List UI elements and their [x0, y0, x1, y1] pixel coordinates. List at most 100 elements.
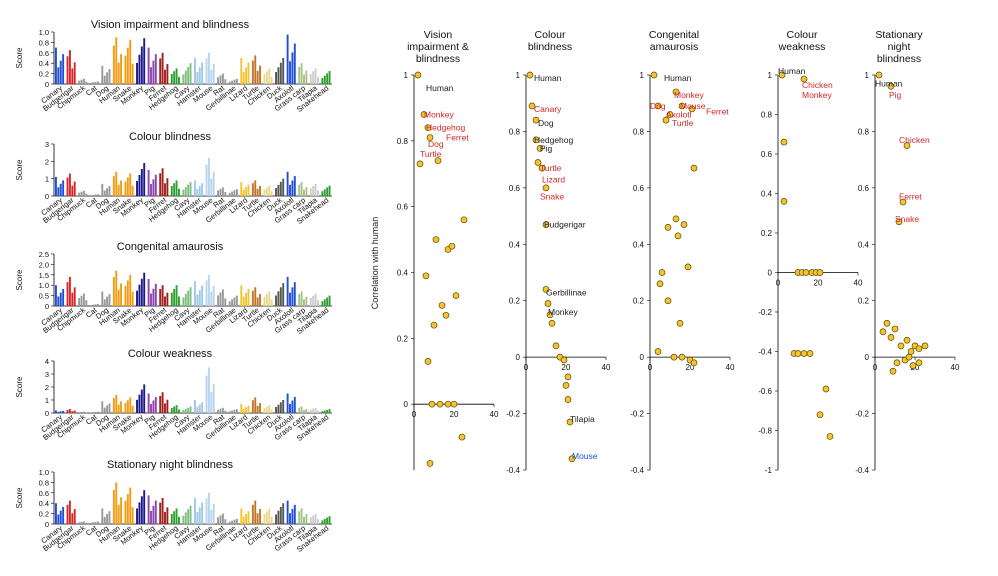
bar-grass-carp [303, 516, 305, 524]
bar-cavy [182, 189, 185, 196]
bar-canary [62, 506, 65, 524]
bar-monkey [143, 272, 146, 306]
bar-duck [277, 404, 280, 413]
bar-cavy [187, 290, 190, 306]
bar-turtle [251, 504, 254, 524]
bar-cat [96, 81, 99, 84]
bar-pig [152, 288, 155, 306]
bar-cat [89, 305, 92, 306]
scatter-point [422, 272, 430, 280]
bar-panel-title: Congenital amaurosis [117, 241, 224, 253]
bar-human [112, 277, 115, 306]
point-label-chicken: Chicken [899, 135, 930, 145]
scatter-point [460, 216, 468, 224]
bar-dog [101, 401, 104, 413]
bar-snake [126, 400, 129, 413]
bar-snakehead [321, 78, 324, 84]
scatter-panel-title: Colour blindness [528, 29, 572, 53]
scatter-panel-congenital-amaurosis: Congenital amaurosis -0.4 -0.2 0 0.2 0.4 0.6 0.8… [630, 29, 735, 475]
bar-cavy [189, 182, 192, 196]
bar-grass-carp [305, 514, 308, 524]
bar-chipmuck [85, 522, 88, 524]
bar-duck [282, 283, 285, 306]
bar-pig [154, 283, 157, 306]
scatter-y-tick-label: 0.2 [633, 297, 645, 306]
bar-pig [152, 60, 155, 84]
bar-cat [89, 82, 92, 84]
bar-mouse [205, 498, 208, 524]
bar-tilapia [314, 407, 317, 413]
bar-mouse [212, 383, 215, 413]
bar-tilapia [317, 190, 319, 196]
scatter-panel-stationary-night-blindness: Stationary night blindness -0.4 -0.2 0 0.2 0.4 0… [855, 29, 960, 475]
scatter-point [450, 400, 458, 408]
bar-cat [96, 411, 99, 413]
scatter-y-tick-label: 0 [404, 400, 409, 409]
scatter-y-tick-label: 0 [516, 353, 521, 362]
scatter-point [528, 102, 536, 110]
scatter-point [690, 164, 698, 172]
bar-cavy [187, 509, 190, 524]
bar-chicken [265, 294, 268, 306]
scatter-point [658, 269, 666, 276]
scatter-x-tick-label: 0 [524, 363, 529, 372]
bar-cat [89, 195, 92, 196]
bar-pig [154, 174, 157, 196]
bar-monkey [136, 399, 138, 413]
scatter-x-tick-label: 40 [602, 363, 611, 372]
bar-duck [277, 291, 280, 306]
bar-ferret [161, 392, 164, 413]
scatter-y-tick-label: -0.6 [758, 387, 772, 396]
bar-snakehead [328, 516, 331, 524]
bar-canary [62, 180, 65, 196]
scatter-y-tick-label: -0.2 [855, 410, 869, 419]
point-label-snake: Snake [895, 214, 919, 224]
bar-axolotl [289, 292, 291, 306]
scatter-point [905, 353, 913, 361]
bar-hamster [198, 186, 201, 196]
bar-human [117, 504, 120, 524]
bar-hedgehog [173, 406, 176, 413]
bar-snake [124, 500, 127, 524]
bar-y-tick-label: 1.0 [39, 28, 49, 37]
bar-y-tick-label: 0.8 [39, 478, 49, 487]
bar-tilapia [314, 513, 317, 524]
point-label-ferret: Ferret [899, 191, 922, 201]
bar-y-tick-label: 1 [45, 175, 49, 184]
bar-gerbillinae [231, 410, 234, 413]
bar-turtle [259, 186, 261, 196]
bar-turtle [251, 60, 254, 84]
bar-snakehead [326, 187, 329, 196]
scatter-panel-vision-impairment-blindness: Vision impairment & blindness 0 0.2 0.4 0.6 0.8… [397, 29, 499, 470]
bar-budgerigar [71, 185, 74, 196]
scatter-point [666, 111, 674, 118]
bar-turtle [256, 405, 259, 413]
bar-dog [106, 514, 109, 524]
scatter-y-tick-label: 0.8 [761, 111, 773, 120]
scatter-point [542, 184, 550, 192]
bar-y-axis-label: Score [15, 376, 24, 397]
bar-gerbillinae [231, 299, 234, 306]
scatter-point [430, 321, 438, 329]
scatter-point [674, 232, 682, 240]
bar-ferret [166, 292, 169, 306]
bar-snake [131, 507, 134, 524]
scatter-panel-colour-weakness: Colour weakness -1 -0.8 -0.6 -0.4 -0.2 0 0.2 0.4 0… [758, 29, 863, 475]
bar-rat [217, 295, 220, 306]
bar-hedgehog [170, 514, 173, 524]
bar-ferret [159, 502, 162, 524]
bar-y-tick-label: 0.6 [39, 489, 49, 498]
bar-snakehead [326, 517, 329, 524]
bar-y-tick-label: 3 [45, 370, 49, 379]
bar-panel-stationary-night-blindness: Stationary night blindnessScore00.20.40.… [15, 459, 332, 554]
bar-axolotl [289, 513, 291, 524]
scatter-x-tick-label: 40 [854, 279, 863, 288]
bar-y-axis-label: Score [15, 487, 24, 508]
bar-gerbillinae [231, 191, 234, 196]
bar-lizard [240, 285, 243, 306]
bar-snakehead [328, 409, 331, 413]
scatter-point [544, 300, 552, 307]
bar-budgerigar [66, 282, 69, 306]
bar-y-tick-label: 2 [45, 157, 49, 166]
